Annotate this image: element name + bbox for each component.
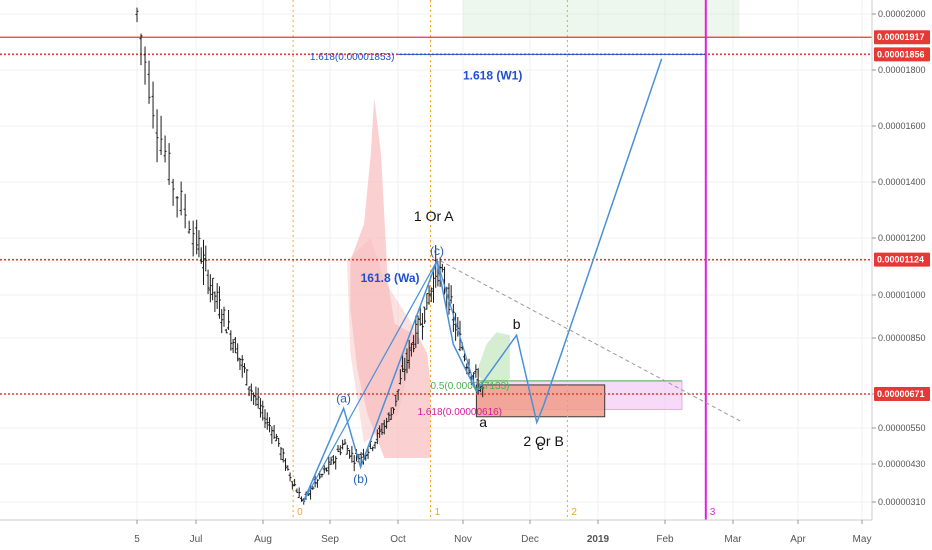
wave-degree-label: 2 Or B — [523, 433, 563, 449]
wave-projection-line — [302, 58, 663, 503]
price-tag — [874, 387, 930, 401]
fib-label: 1.618 (W1) — [463, 69, 522, 83]
y-tick-label: 0.00000850 — [878, 333, 926, 343]
wave-degree-label: 1 Or A — [414, 208, 454, 224]
wave-label: a — [479, 414, 487, 430]
price-tag — [874, 30, 930, 45]
y-tick-label: 0.00001600 — [878, 121, 926, 131]
price-tag — [874, 47, 930, 62]
price-axis-bg — [872, 0, 932, 550]
y-tick-label: 0.00000310 — [878, 497, 926, 507]
ichimoku-cloud-green — [476, 332, 510, 392]
y-tick-label: 0.00001400 — [878, 177, 926, 187]
price-tag-label: 0.00001917 — [877, 32, 925, 42]
wave-label: (a) — [336, 391, 351, 405]
x-tick-label: Nov — [454, 534, 472, 545]
x-tick-label: Jul — [190, 534, 203, 545]
y-tick-label: 0.00001000 — [878, 290, 926, 300]
y-tick-label: 0.00001800 — [878, 65, 926, 75]
grid-layer — [0, 0, 872, 520]
trendline-dashed — [440, 260, 743, 423]
y-tick-label: 0.00000430 — [878, 459, 926, 469]
wave-label: (b) — [353, 472, 368, 486]
x-tick-label: May — [853, 534, 872, 545]
price-tag — [874, 252, 930, 267]
wave-label: c — [537, 437, 544, 453]
x-tick-label: 5 — [134, 534, 140, 545]
x-tick-label: Aug — [254, 534, 272, 545]
y-tick-label: 0.00001200 — [878, 233, 926, 243]
fib-label: 0.5(0.000007133) — [431, 381, 510, 392]
wave-label: b — [513, 316, 521, 332]
x-tick-label: Sep — [321, 534, 339, 545]
x-tick-label: Apr — [790, 534, 806, 545]
ichimoku-cloud-green-top — [463, 0, 740, 38]
fib-label: 161.8 (Wa) — [361, 271, 420, 285]
cycle-label-3: 3 — [710, 507, 716, 518]
x-tick-label: 2019 — [587, 534, 610, 545]
wave-inner-line — [302, 259, 477, 503]
price-tag-label: 0.00000671 — [877, 389, 925, 399]
target-box-layer — [475, 380, 683, 418]
x-tick-label: Mar — [724, 534, 742, 545]
ichimoku-cloud-red — [350, 98, 431, 458]
cycle-label-1: 1 — [435, 507, 441, 518]
fib-label: 1.618(0.00000616) — [418, 407, 503, 418]
price-tag-label: 0.00001856 — [877, 49, 925, 59]
y-tick-label: 0.00000550 — [878, 423, 926, 433]
fib-label: 1.618(0.00001853) — [310, 52, 395, 63]
wave-label: (c) — [430, 244, 444, 258]
cycle-label-2: 2 — [571, 507, 577, 518]
wave-projection-layer — [302, 58, 743, 503]
x-tick-label: Feb — [656, 534, 674, 545]
cycle-label-0: 0 — [297, 507, 303, 518]
x-tick-label: Oct — [390, 534, 406, 545]
y-tick-label: 0.00002000 — [878, 9, 926, 19]
price-tag-label: 0.00001124 — [877, 255, 924, 265]
x-tick-label: Dec — [521, 534, 539, 545]
